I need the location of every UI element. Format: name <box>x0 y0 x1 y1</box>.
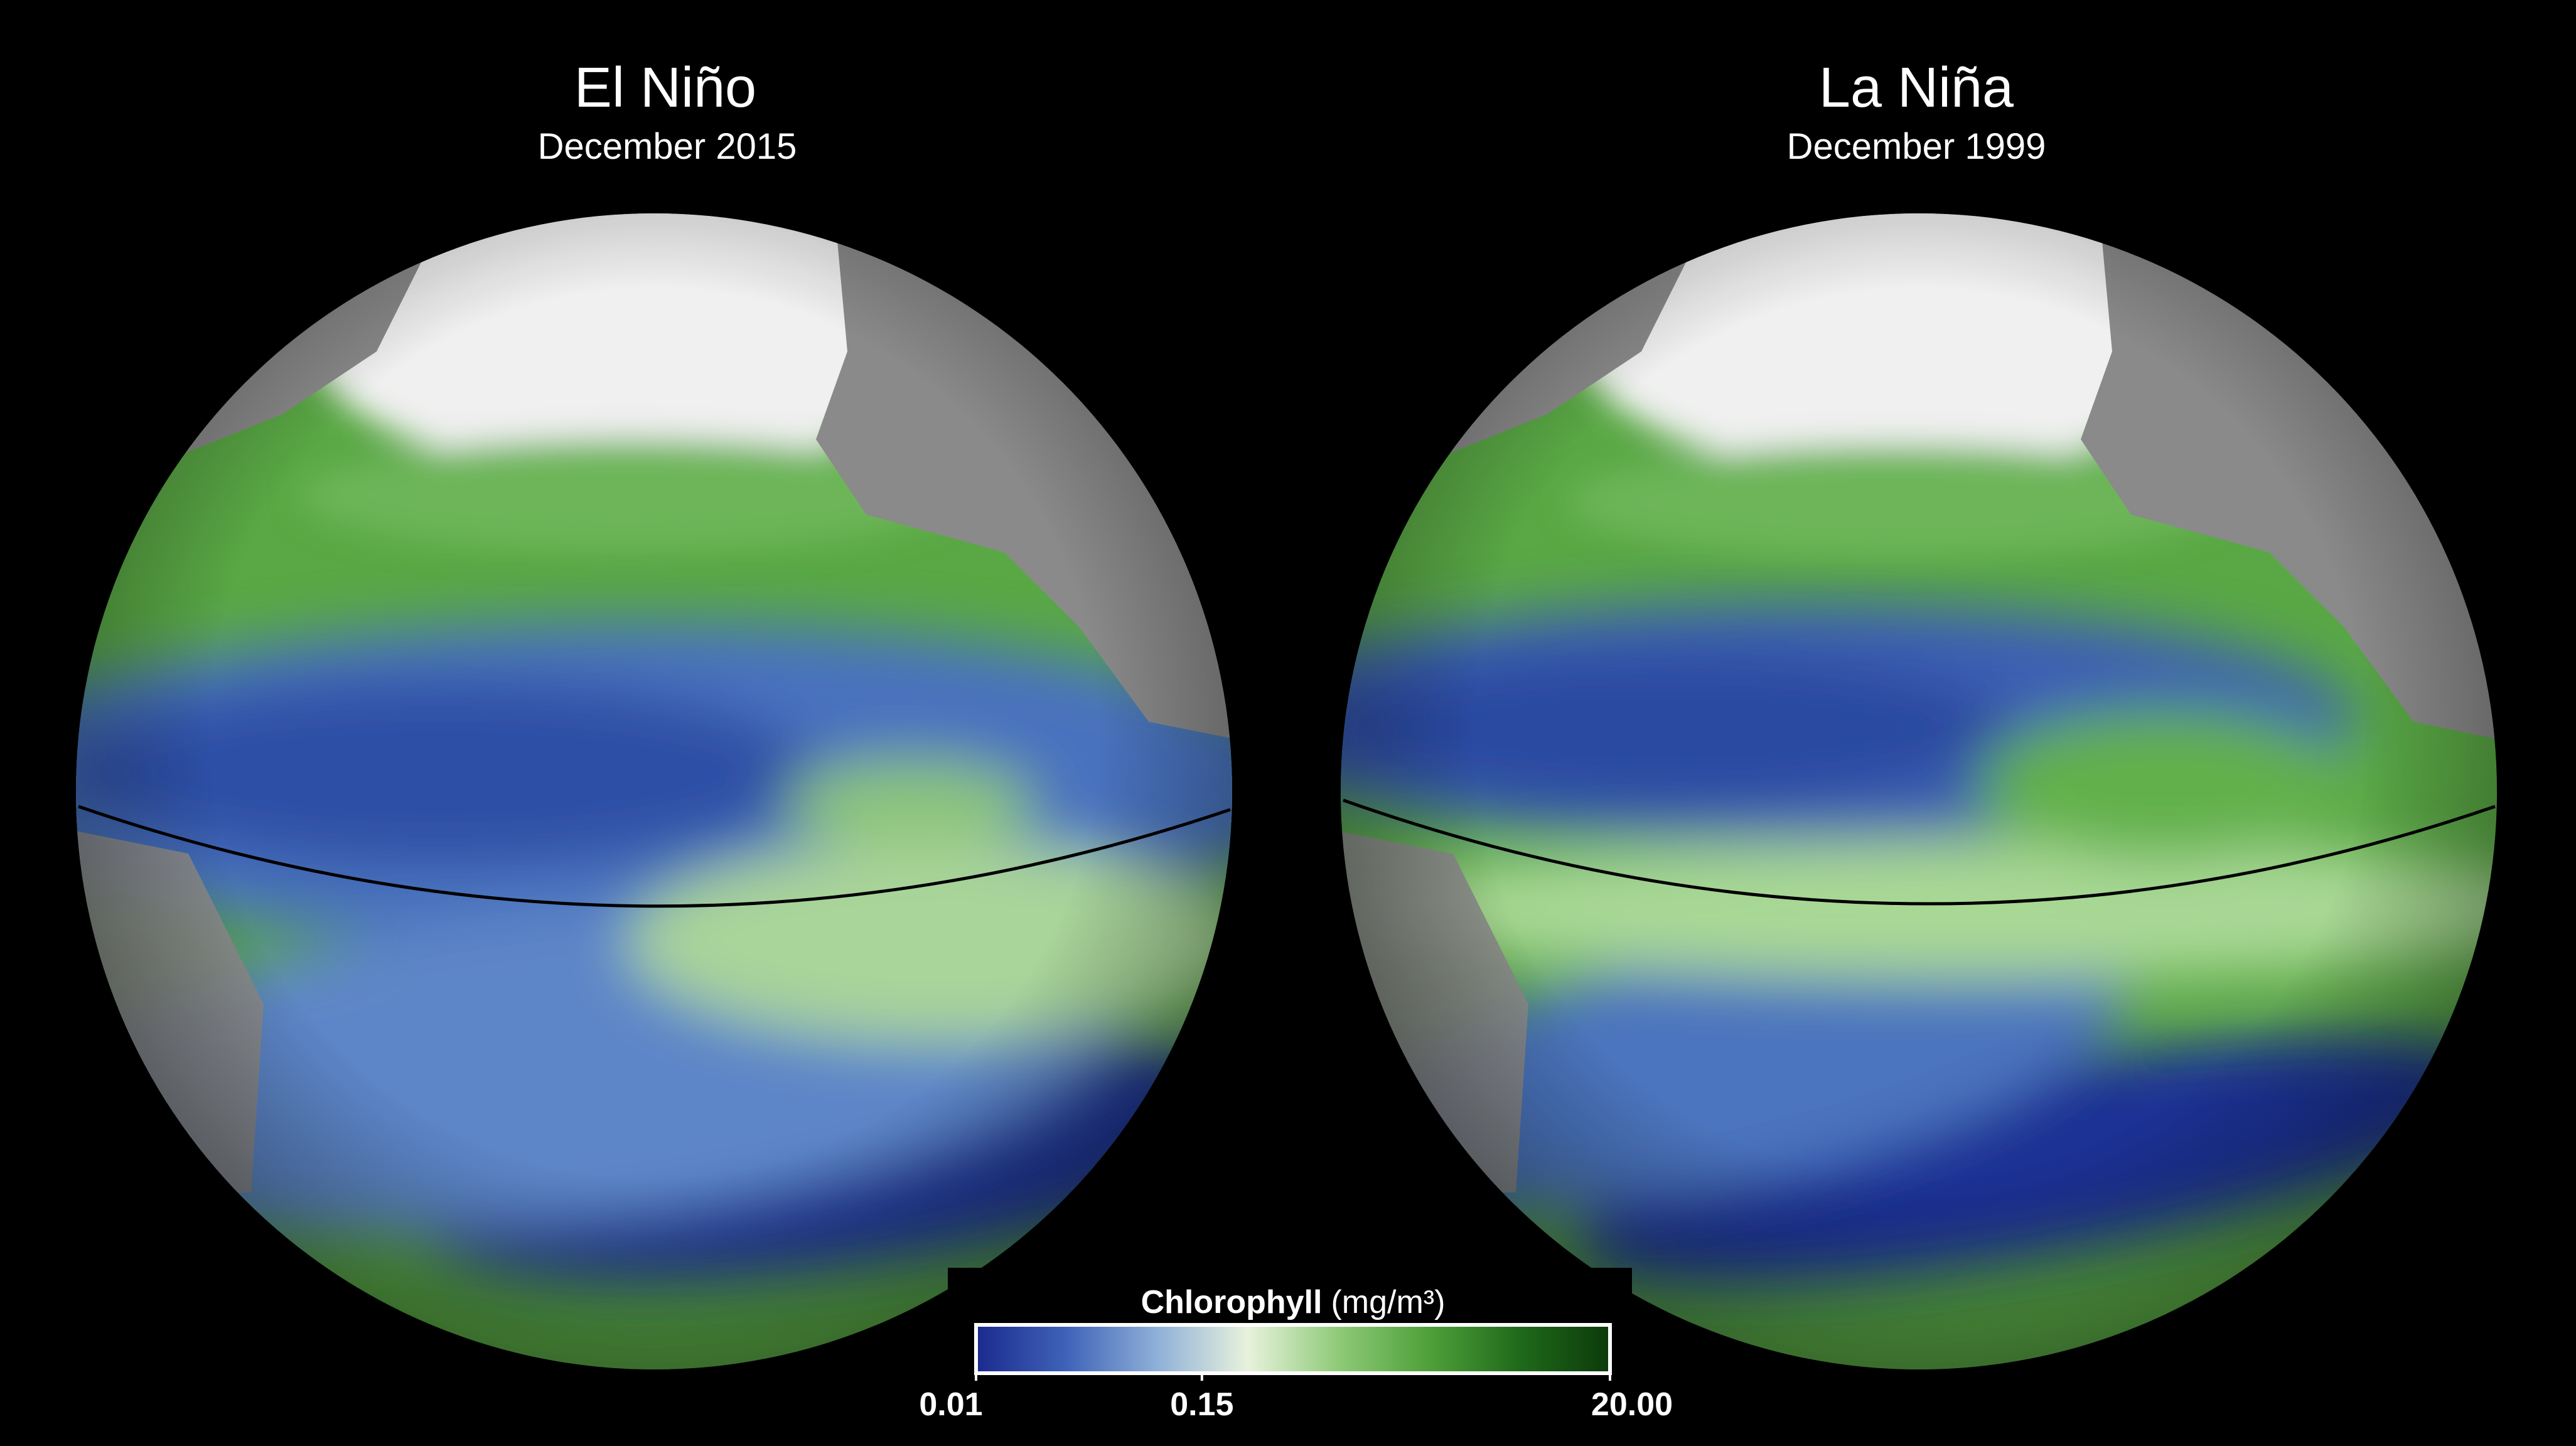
colorbar-tick-label: 0.01 <box>919 1386 982 1423</box>
legend: Chlorophyll (mg/m³) 0.01 0.15 20.00 <box>919 1268 1673 1446</box>
globe-el-nino <box>76 213 1232 1369</box>
legend-unit: (mg/m³) <box>1331 1284 1445 1320</box>
panel-title: La Niña <box>1819 56 2014 119</box>
legend-label: Chlorophyll <box>1141 1284 1323 1320</box>
legend-title: Chlorophyll (mg/m³) <box>1141 1284 1446 1320</box>
panel-subtitle: December 2015 <box>538 126 797 167</box>
panel-subtitle: December 1999 <box>1787 126 2046 167</box>
colorbar <box>974 1323 1612 1375</box>
panel-title: El Niño <box>574 56 756 119</box>
globe-la-nina <box>1341 213 2497 1369</box>
colorbar-tick-label: 0.15 <box>1170 1386 1233 1423</box>
colorbar-tick-label: 20.00 <box>1591 1386 1673 1423</box>
